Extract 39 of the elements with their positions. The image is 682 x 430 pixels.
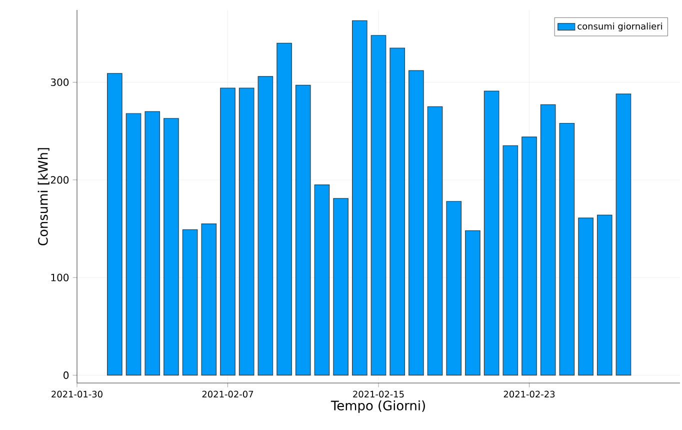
y-tick-label: 100 [51,274,69,282]
bar [258,76,274,376]
bar [616,94,632,376]
bar [465,230,480,376]
bar [144,111,160,376]
bar [352,20,368,376]
bar [182,229,198,376]
bar [578,218,594,376]
bar [370,35,386,376]
x-axis-title: Tempo (Giorni) [330,400,425,413]
bar [220,88,236,376]
bar [408,70,424,376]
bar [314,184,330,376]
bar [540,104,556,376]
x-tick-label: 2021-02-23 [504,390,555,398]
bar [390,48,405,376]
y-tick-label: 200 [50,176,69,184]
legend-label: consumi giornalieri [578,22,662,32]
bar [107,73,122,376]
x-tick-label: 2021-02-15 [353,390,404,398]
bar [126,113,142,376]
bar [295,84,311,376]
bar [484,90,500,376]
bar [502,145,518,376]
bar [238,88,254,376]
bar [559,122,575,376]
bar [164,118,179,376]
y-axis-title: Consumi [kWh] [38,148,50,246]
bar [276,42,292,376]
bar [333,198,348,376]
y-tick-label: 0 [64,371,69,379]
x-tick-label: 2021-01-30 [52,390,102,398]
y-tick-label: 300 [50,78,69,86]
bar [201,224,217,376]
x-tick-label: 2021-02-07 [202,390,254,398]
bar [522,136,537,376]
bar [596,214,612,376]
bar [446,201,462,376]
bar [427,106,443,376]
